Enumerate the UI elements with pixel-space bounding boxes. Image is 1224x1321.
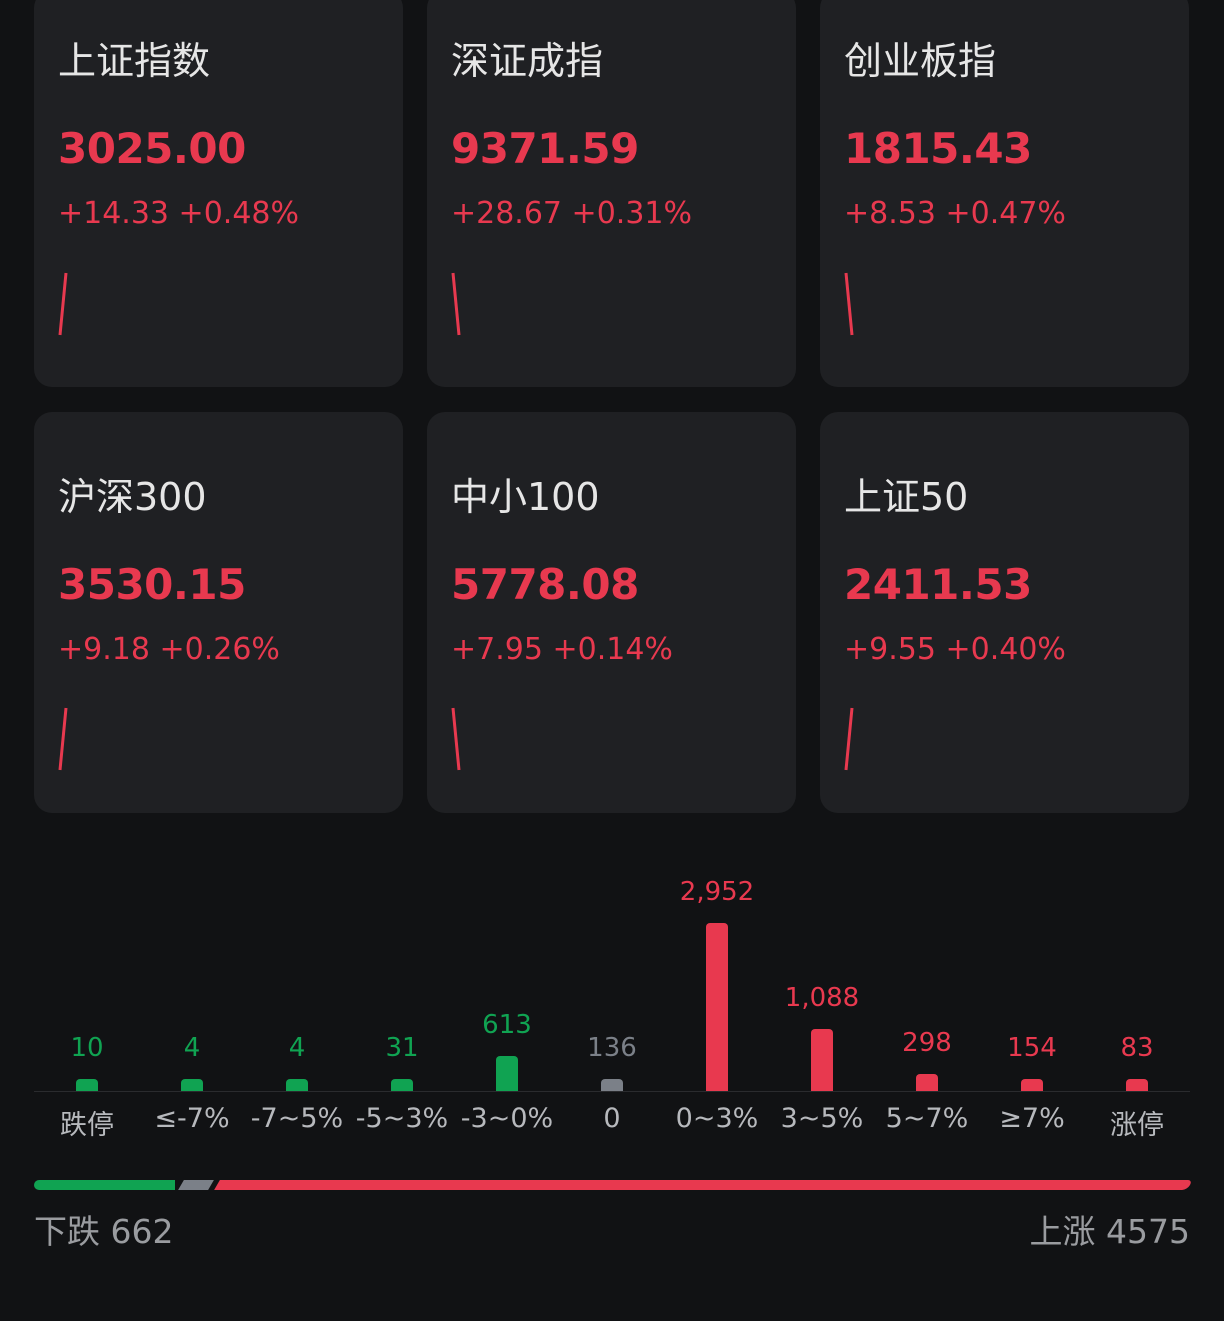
sparkline-line [58,707,68,771]
up-segment [214,1180,1193,1190]
bar-value-label: 83 [1120,1033,1154,1063]
sparkline-line [844,707,854,771]
sparkline-line [451,272,461,336]
bar-value-label: 10 [70,1033,104,1063]
sparkline [58,272,68,336]
up-down-ratio-bar [34,1180,1193,1190]
index-name: 中小100 [451,475,600,519]
chart-baseline [34,1091,1190,1092]
bar-value-label: 4 [183,1033,201,1063]
index-change: +9.18 +0.26% [58,632,280,667]
bar-0 [76,1079,98,1091]
index-name: 创业板指 [844,39,997,83]
down-count-label: 下跌 662 [34,1212,174,1251]
up-count-label: 上涨 4575 [1029,1212,1190,1251]
flat-segment [178,1180,214,1190]
distribution-chart: 10 跌停 4 ≤-7% 4 -7~5% 31 -5~3% 613 -3~0% 136 0 2,952 0… [0,860,1224,1160]
bar-value-label: 2,952 [679,877,755,907]
sparkline [844,272,854,336]
bar-value-label: 31 [385,1033,419,1063]
sparkline [844,707,854,771]
index-name: 沪深300 [58,475,207,519]
sparkline [451,272,461,336]
bar-7 [811,1029,833,1091]
index-value: 3025.00 [58,124,246,173]
category-label: 3~5% [780,1103,864,1134]
bar-value-label: 4 [288,1033,306,1063]
bar-value-label: 613 [482,1010,532,1040]
index-card-csi300[interactable]: 沪深300 3530.15 +9.18 +0.26% [34,412,403,813]
index-card-sme100[interactable]: 中小100 5778.08 +7.95 +0.14% [427,412,796,813]
bar-value-label: 1,088 [784,983,860,1013]
bar-4 [496,1056,518,1091]
bar-2 [286,1079,308,1091]
index-value: 9371.59 [451,124,639,173]
bar-9 [1021,1079,1043,1091]
index-value: 3530.15 [58,560,246,609]
index-change: +8.53 +0.47% [844,196,1066,231]
category-label: 0~3% [675,1103,759,1134]
sparkline-line [844,272,854,336]
index-change: +7.95 +0.14% [451,632,673,667]
index-card-shanghai[interactable]: 上证指数 3025.00 +14.33 +0.48% [34,0,403,387]
bar-value-label: 154 [1007,1033,1057,1063]
bar-6 [706,923,728,1091]
category-label: ≤-7% [154,1103,230,1134]
index-card-sse50[interactable]: 上证50 2411.53 +9.55 +0.40% [820,412,1189,813]
bar-1 [181,1079,203,1091]
index-change: +28.67 +0.31% [451,196,692,231]
index-value: 1815.43 [844,124,1032,173]
category-label: 跌停 [60,1110,114,1141]
category-label: -7~5% [250,1103,344,1134]
index-change: +14.33 +0.48% [58,196,299,231]
index-value: 5778.08 [451,560,639,609]
index-change: +9.55 +0.40% [844,632,1066,667]
category-label: 涨停 [1110,1110,1164,1141]
index-card-chinext[interactable]: 创业板指 1815.43 +8.53 +0.47% [820,0,1189,387]
index-card-shenzhen[interactable]: 深证成指 9371.59 +28.67 +0.31% [427,0,796,387]
sparkline [451,707,461,771]
index-name: 上证指数 [58,39,211,83]
down-segment [34,1180,175,1190]
index-value: 2411.53 [844,560,1032,609]
category-label: -3~0% [460,1103,554,1134]
category-label: ≥7% [999,1103,1065,1134]
bar-5 [601,1079,623,1091]
category-label: -5~3% [355,1103,449,1134]
sparkline [58,707,68,771]
bar-value-label: 136 [587,1033,637,1063]
sparkline-line [58,272,68,336]
sparkline-line [451,707,461,771]
bar-3 [391,1079,413,1091]
index-name: 上证50 [844,475,969,519]
bar-10 [1126,1079,1148,1091]
bar-value-label: 298 [902,1028,952,1058]
category-label: 5~7% [885,1103,969,1134]
category-label: 0 [603,1103,621,1134]
bar-8 [916,1074,938,1091]
index-name: 深证成指 [451,39,604,83]
